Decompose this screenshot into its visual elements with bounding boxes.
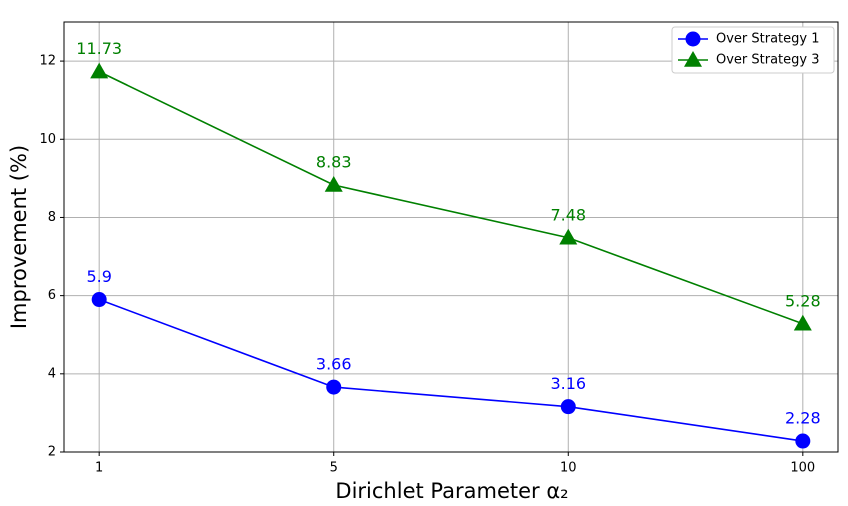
marker	[795, 433, 811, 449]
marker	[685, 31, 701, 47]
y-tick-label: 8	[48, 210, 56, 225]
series-line	[98, 70, 804, 325]
data-label: 5.28	[785, 291, 821, 310]
legend-label: Over Strategy 3	[716, 53, 820, 68]
marker	[793, 314, 812, 331]
data-label: 2.28	[785, 409, 821, 428]
legend-box	[671, 26, 835, 74]
x-tick-label: 1	[95, 461, 103, 476]
marker	[324, 176, 343, 192]
x-axis-label: Dirichlet Parameter α₂	[335, 479, 568, 503]
marker	[90, 62, 109, 79]
marker	[559, 228, 578, 245]
data-label: 11.73	[76, 39, 122, 58]
y-axis-label: Improvement (%)	[7, 145, 31, 329]
marker	[684, 51, 702, 67]
data-label: 5.9	[86, 267, 111, 286]
legend-label: Over Strategy 1	[716, 32, 820, 47]
x-tick-label: 10	[560, 461, 577, 476]
y-tick-label: 2	[48, 445, 56, 460]
y-tick-label: 6	[48, 288, 56, 303]
marker	[560, 399, 576, 415]
data-label: 3.66	[316, 355, 352, 374]
data-label: 7.48	[550, 205, 586, 224]
y-tick-label: 4	[48, 366, 56, 381]
data-label: 3.16	[550, 374, 586, 393]
plot-frame	[63, 21, 839, 453]
y-tick-label: 10	[39, 132, 56, 147]
data-label: 8.83	[316, 153, 352, 172]
series-line	[98, 298, 803, 442]
marker	[326, 379, 342, 395]
y-tick-label: 12	[39, 54, 56, 69]
x-tick-label: 100	[790, 461, 815, 476]
x-tick-label: 5	[330, 461, 338, 476]
marker	[91, 292, 107, 308]
